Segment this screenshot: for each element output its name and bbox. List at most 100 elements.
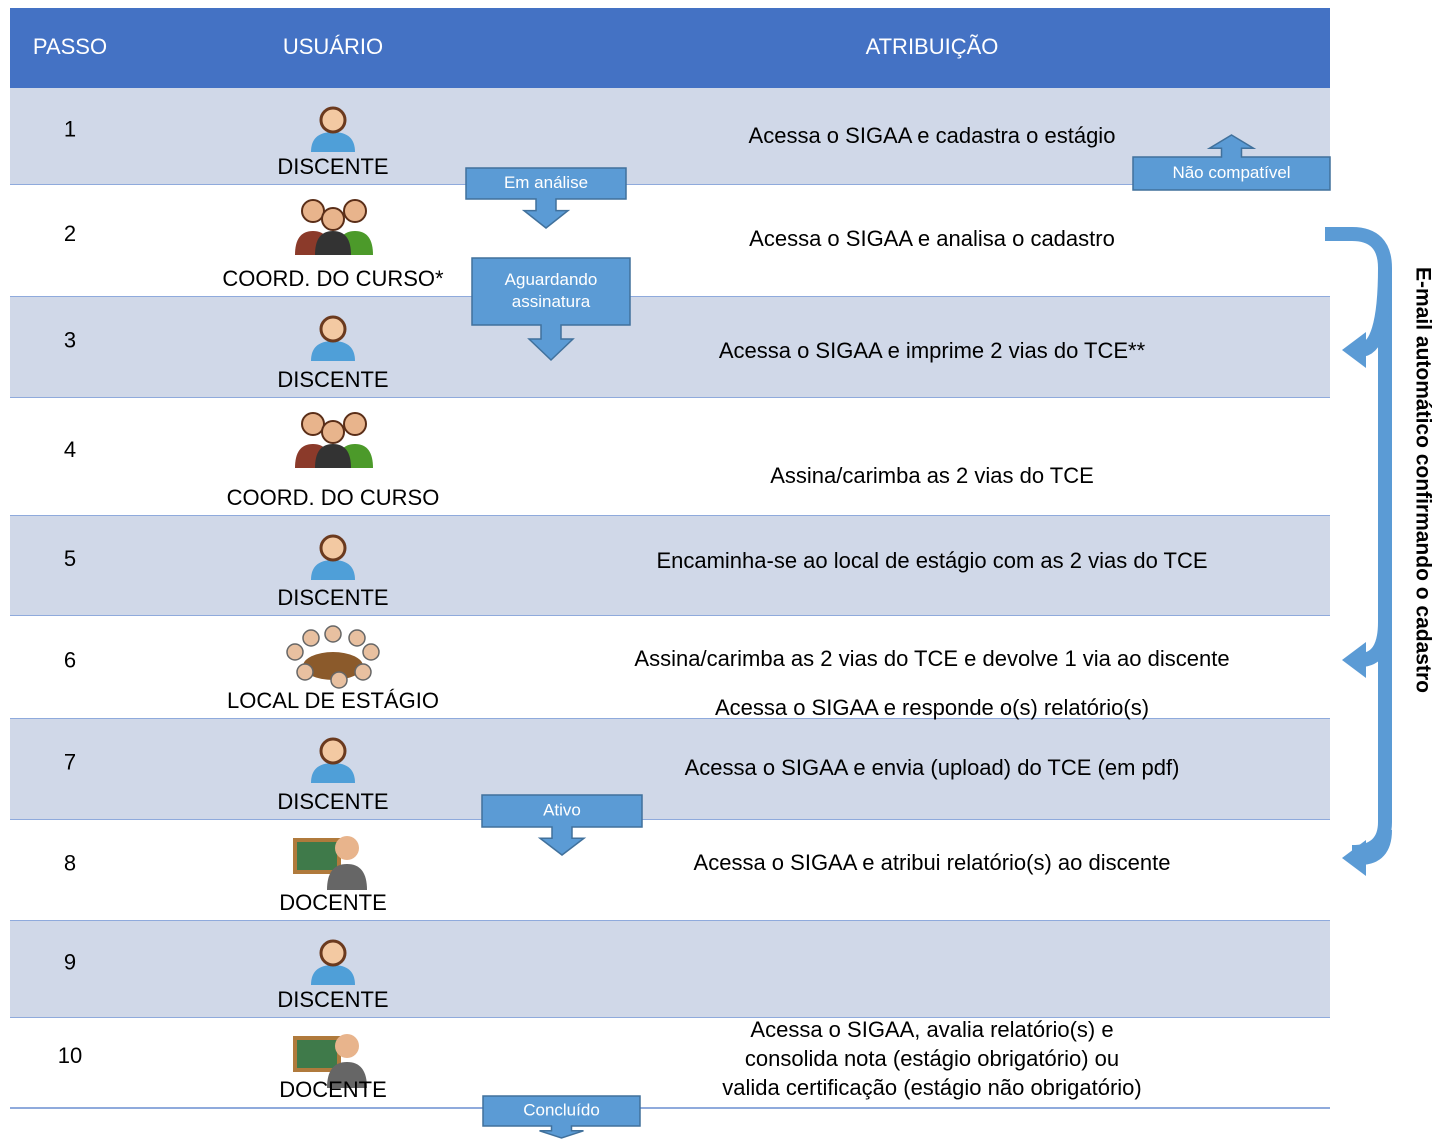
user-role: DISCENTE bbox=[277, 987, 388, 1012]
task-text: Acessa o SIGAA e responde o(s) relatório… bbox=[715, 695, 1149, 720]
user-icon bbox=[293, 1034, 367, 1088]
header-cell: USUÁRIO bbox=[283, 34, 383, 59]
step-number: 3 bbox=[64, 327, 76, 352]
user-icon bbox=[295, 199, 373, 255]
step-number: 7 bbox=[64, 749, 76, 774]
callout-text: Não compatível bbox=[1172, 163, 1290, 182]
icon-head bbox=[348, 629, 366, 647]
user-role: COORD. DO CURSO bbox=[227, 485, 440, 510]
task-text: Acessa o SIGAA e analisa o cadastro bbox=[749, 226, 1115, 251]
step-number: 6 bbox=[64, 647, 76, 672]
row-bg bbox=[10, 1018, 1330, 1108]
callout-shape bbox=[1132, 134, 1331, 191]
icon-head bbox=[286, 643, 304, 661]
email-arrowhead bbox=[1342, 840, 1366, 876]
task-text: Assina/carimba as 2 vias do TCE bbox=[770, 463, 1094, 488]
user-role: DISCENTE bbox=[277, 154, 388, 179]
user-icon bbox=[311, 737, 355, 783]
user-icon bbox=[295, 412, 373, 468]
user-role: DOCENTE bbox=[279, 1077, 387, 1102]
status-callout: Aguardando assinatura bbox=[471, 257, 631, 362]
icon-body bbox=[311, 560, 355, 580]
icon-head bbox=[319, 315, 347, 343]
status-callout: Não compatível bbox=[1132, 134, 1331, 191]
callout-shape bbox=[465, 167, 627, 229]
user-icon bbox=[311, 106, 355, 152]
icon-head bbox=[296, 663, 314, 681]
row-bg bbox=[10, 921, 1330, 1018]
user-icon bbox=[311, 315, 355, 361]
row-bg bbox=[10, 616, 1330, 719]
icon-head bbox=[319, 939, 347, 967]
side-label: E-mail automático confirmando o cadastro bbox=[1411, 267, 1434, 693]
task-text: Acessa o SIGAA e imprime 2 vias do TCE** bbox=[719, 338, 1146, 363]
icon-head bbox=[335, 836, 359, 860]
user-icon bbox=[311, 534, 355, 580]
status-callout: Ativo bbox=[481, 794, 643, 856]
callout-text: Aguardando bbox=[505, 270, 598, 289]
icon-head bbox=[301, 412, 325, 436]
user-role: DOCENTE bbox=[279, 890, 387, 915]
icon-head bbox=[302, 629, 320, 647]
icon-head bbox=[362, 643, 380, 661]
row-bg bbox=[10, 398, 1330, 516]
icon-body bbox=[311, 965, 355, 985]
step-number: 8 bbox=[64, 850, 76, 875]
icon-body bbox=[327, 1062, 367, 1088]
step-number: 5 bbox=[64, 546, 76, 571]
icon-body bbox=[311, 341, 355, 361]
status-callout: Em análise bbox=[465, 167, 627, 229]
callout-text: Ativo bbox=[543, 800, 581, 819]
email-arrowhead bbox=[1342, 332, 1366, 368]
row-bg bbox=[10, 297, 1330, 398]
user-role: DISCENTE bbox=[277, 585, 388, 610]
callout-shape bbox=[471, 257, 631, 362]
step-number: 1 bbox=[64, 116, 76, 141]
icon-head bbox=[321, 420, 345, 444]
row-bg bbox=[10, 719, 1330, 820]
user-icon bbox=[293, 836, 367, 890]
icon-body bbox=[327, 864, 367, 890]
icon-body bbox=[311, 763, 355, 783]
icon-head bbox=[321, 207, 345, 231]
status-callout: Concluído bbox=[482, 1095, 641, 1139]
icon-body bbox=[315, 231, 351, 255]
task-text: Acessa o SIGAA, avalia relatório(s) e bbox=[750, 1017, 1113, 1042]
user-icon bbox=[311, 939, 355, 985]
callout-shape bbox=[482, 1095, 641, 1139]
task-text: Acessa o SIGAA e envia (upload) do TCE (… bbox=[685, 755, 1180, 780]
step-number: 4 bbox=[64, 437, 76, 462]
row-bg bbox=[10, 516, 1330, 616]
task-text: Encaminha-se ao local de estágio com as … bbox=[656, 548, 1207, 573]
user-role: COORD. DO CURSO* bbox=[222, 266, 444, 291]
task-text: Acessa o SIGAA e atribui relatório(s) ao… bbox=[694, 850, 1171, 875]
icon-head bbox=[330, 671, 348, 689]
icon-board bbox=[293, 838, 341, 874]
task-text: Assina/carimba as 2 vias do TCE e devolv… bbox=[634, 646, 1229, 671]
step-number: 9 bbox=[64, 949, 76, 974]
task-text: consolida nota (estágio obrigatório) ou bbox=[745, 1046, 1119, 1071]
user-icon bbox=[286, 625, 380, 689]
icon-head bbox=[319, 106, 347, 134]
task-text: Acessa o SIGAA e cadastra o estágio bbox=[749, 123, 1116, 148]
icon-head bbox=[301, 199, 325, 223]
icon-head bbox=[335, 1034, 359, 1058]
icon-board bbox=[293, 1036, 341, 1072]
user-role: DISCENTE bbox=[277, 367, 388, 392]
row-bg bbox=[10, 185, 1330, 297]
icon-head bbox=[319, 534, 347, 562]
callout-text: assinatura bbox=[512, 292, 591, 311]
user-role: DISCENTE bbox=[277, 789, 388, 814]
icon-head bbox=[354, 663, 372, 681]
callout-shape bbox=[481, 794, 643, 856]
callout-text: Concluído bbox=[523, 1100, 600, 1119]
icon-table bbox=[303, 652, 363, 680]
header-cell: PASSO bbox=[33, 34, 107, 59]
header-bar bbox=[10, 8, 1330, 88]
user-role: LOCAL DE ESTÁGIO bbox=[227, 688, 439, 713]
icon-head bbox=[319, 737, 347, 765]
header-cell: ATRIBUIÇÃO bbox=[866, 34, 999, 59]
row-bg bbox=[10, 820, 1330, 921]
icon-head bbox=[343, 412, 367, 436]
